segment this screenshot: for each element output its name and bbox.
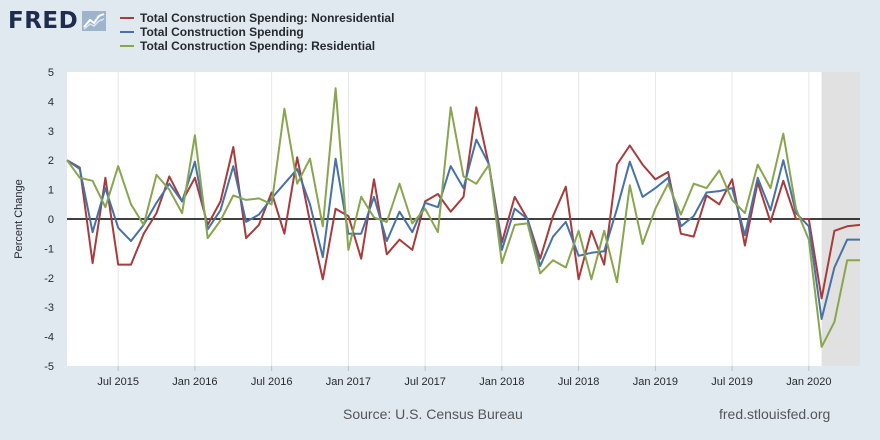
series-line-3 xyxy=(66,87,860,348)
y-tick-label: -4 xyxy=(44,332,54,344)
legend-swatch xyxy=(120,17,134,19)
x-tick-label: Jul 2017 xyxy=(404,376,446,388)
logo-text: FRED xyxy=(8,8,79,34)
source-note: Source: U.S. Census Bureau xyxy=(343,406,523,422)
y-tick-label: -2 xyxy=(44,273,54,285)
x-tick-label: Jul 2016 xyxy=(251,376,293,388)
legend-item-total[interactable]: Total Construction Spending xyxy=(120,25,394,39)
x-tick-label: Jul 2018 xyxy=(558,376,600,388)
x-tick-label: Jul 2019 xyxy=(711,376,753,388)
y-tick-label: -3 xyxy=(44,302,54,314)
legend: Total Construction Spending: Nonresident… xyxy=(120,11,394,53)
legend-label: Total Construction Spending: Residential xyxy=(140,39,376,53)
y-tick-label: -5 xyxy=(44,361,54,373)
x-tick-label: Jan 2020 xyxy=(786,376,831,388)
y-tick-label: 0 xyxy=(48,214,54,226)
chart-header: FRED Total Construction Spending: Nonres… xyxy=(0,0,880,62)
line-chart-icon xyxy=(82,11,107,31)
x-axis: Jul 2015 Jan 2016 Jul 2016 Jan 2017 Jul 2017… xyxy=(97,366,831,388)
x-tick-label: Jan 2019 xyxy=(633,376,678,388)
y-axis-label: Percent Change xyxy=(13,179,25,259)
legend-label: Total Construction Spending xyxy=(140,25,304,39)
fred-url-link[interactable]: fred.stlouisfed.org xyxy=(719,406,831,422)
y-axis: 5 4 3 2 1 0 -1 -2 -3 -4 -5 xyxy=(44,67,54,373)
legend-swatch xyxy=(120,45,134,47)
legend-item-nonresidential[interactable]: Total Construction Spending: Nonresident… xyxy=(120,11,394,25)
x-tick-label: Jan 2016 xyxy=(172,376,217,388)
x-tick-label: Jan 2017 xyxy=(326,376,371,388)
y-tick-label: 3 xyxy=(48,126,54,138)
x-tick-label: Jul 2015 xyxy=(97,376,139,388)
x-tick-label: Jan 2018 xyxy=(479,376,524,388)
legend-item-residential[interactable]: Total Construction Spending: Residential xyxy=(120,39,394,53)
legend-label: Total Construction Spending: Nonresident… xyxy=(140,11,395,25)
y-tick-label: 4 xyxy=(48,96,54,108)
y-tick-label: 5 xyxy=(48,67,54,79)
y-tick-label: 2 xyxy=(48,155,54,167)
fred-logo[interactable]: FRED xyxy=(8,8,107,34)
series-group xyxy=(66,87,861,348)
y-tick-label: -1 xyxy=(44,243,54,255)
legend-swatch xyxy=(120,31,134,33)
y-tick-label: 1 xyxy=(48,185,54,197)
